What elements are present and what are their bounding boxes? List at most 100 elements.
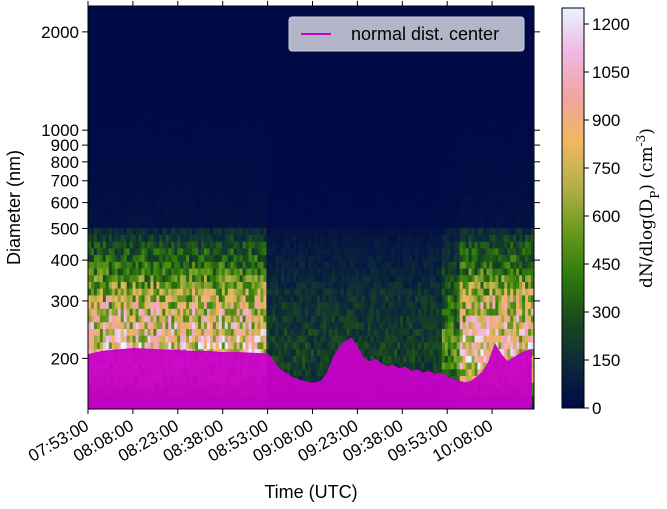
heatmap-cell	[242, 261, 247, 269]
heatmap-cell	[245, 335, 250, 343]
heatmap-cell	[254, 294, 259, 303]
heatmap-cell	[242, 281, 247, 289]
heatmap-cell	[153, 281, 157, 289]
heatmap-cell	[290, 187, 294, 195]
heatmap-cell	[412, 281, 416, 289]
heatmap-cell	[293, 241, 297, 249]
heatmap-cell	[99, 220, 104, 229]
heatmap-cell	[242, 167, 247, 175]
heatmap-cell	[311, 200, 315, 209]
heatmap-cell	[156, 328, 160, 336]
heatmap-cell	[269, 321, 273, 329]
heatmap-cell	[266, 200, 270, 209]
heatmap-cell	[159, 254, 163, 262]
heatmap-cell	[334, 254, 339, 262]
heatmap-cell	[450, 321, 455, 329]
heatmap-cell	[132, 133, 137, 141]
heatmap-cell	[192, 200, 196, 209]
heatmap-cell	[105, 167, 110, 175]
heatmap-cell	[382, 194, 386, 202]
heatmap-cell	[230, 113, 235, 121]
heatmap-cell	[272, 187, 276, 195]
heatmap-cell	[337, 314, 342, 323]
heatmap-cell	[290, 328, 294, 336]
heatmap-cell	[450, 160, 455, 168]
heatmap-cell	[346, 220, 351, 229]
heatmap-cell	[322, 267, 327, 276]
heatmap-cell	[245, 321, 250, 329]
heatmap-cell	[88, 160, 92, 168]
heatmap-cell	[248, 180, 253, 188]
heatmap-cell	[438, 267, 443, 276]
heatmap-cell	[319, 261, 324, 269]
heatmap-cell	[311, 375, 315, 383]
heatmap-cell	[278, 220, 282, 229]
heatmap-cell	[394, 348, 398, 356]
heatmap-cell	[447, 328, 452, 336]
heatmap-cell	[319, 234, 324, 242]
heatmap-cell	[230, 153, 235, 162]
heatmap-cell	[144, 113, 149, 121]
heatmap-cell	[296, 355, 300, 363]
heatmap-cell	[299, 301, 303, 309]
heatmap-cell	[483, 140, 488, 148]
heatmap-cell	[93, 341, 98, 350]
heatmap-cell	[200, 140, 205, 148]
heatmap-cell	[459, 274, 464, 282]
heatmap-cell	[138, 160, 143, 168]
heatmap-cell	[361, 247, 366, 256]
heatmap-cell	[305, 200, 309, 209]
heatmap-cell	[206, 167, 211, 175]
heatmap-cell	[206, 241, 211, 249]
heatmap-cell	[415, 227, 419, 235]
heatmap-cell	[290, 194, 294, 202]
heatmap-cell	[141, 214, 146, 222]
heatmap-cell	[355, 314, 360, 323]
heatmap-cell	[468, 167, 473, 175]
heatmap-cell	[373, 220, 378, 229]
heatmap-cell	[266, 335, 270, 343]
heatmap-cell	[93, 167, 98, 175]
heatmap-cell	[421, 180, 425, 188]
heatmap-cell	[242, 288, 247, 296]
heatmap-cell	[263, 267, 267, 276]
heatmap-cell	[477, 294, 482, 303]
heatmap-cell	[483, 281, 488, 289]
heatmap-cell	[236, 153, 241, 162]
heatmap-cell	[189, 274, 193, 282]
heatmap-cell	[388, 207, 392, 215]
heatmap-cell	[328, 187, 333, 195]
heatmap-cell	[441, 288, 446, 296]
heatmap-cell	[462, 187, 467, 195]
heatmap-cell	[453, 314, 458, 323]
heatmap-cell	[334, 187, 339, 195]
heatmap-cell	[352, 254, 357, 262]
heatmap-cell	[257, 274, 262, 282]
heatmap-cell	[284, 288, 288, 296]
heatmap-cell	[159, 321, 163, 329]
heatmap-cell	[206, 227, 211, 235]
heatmap-cell	[432, 254, 437, 262]
heatmap-cell	[480, 301, 485, 309]
heatmap-cell	[189, 207, 193, 215]
heatmap-cell	[132, 254, 137, 262]
heatmap-cell	[441, 308, 446, 316]
heatmap-cell	[278, 261, 282, 269]
heatmap-cell	[165, 288, 169, 296]
heatmap-cell	[316, 247, 321, 256]
heatmap-cell	[105, 160, 110, 168]
heatmap-cell	[239, 301, 244, 309]
heatmap-cell	[471, 348, 476, 356]
heatmap-cell	[144, 120, 149, 128]
heatmap-cell	[406, 214, 410, 222]
heatmap-cell	[391, 267, 395, 276]
heatmap-cell	[418, 214, 422, 222]
heatmap-cell	[477, 187, 482, 195]
heatmap-cell	[206, 308, 211, 316]
heatmap-cell	[221, 234, 226, 242]
heatmap-cell	[153, 167, 157, 175]
heatmap-cell	[198, 160, 202, 168]
heatmap-cell	[239, 234, 244, 242]
heatmap-cell	[465, 274, 470, 282]
heatmap-cell	[105, 247, 110, 256]
